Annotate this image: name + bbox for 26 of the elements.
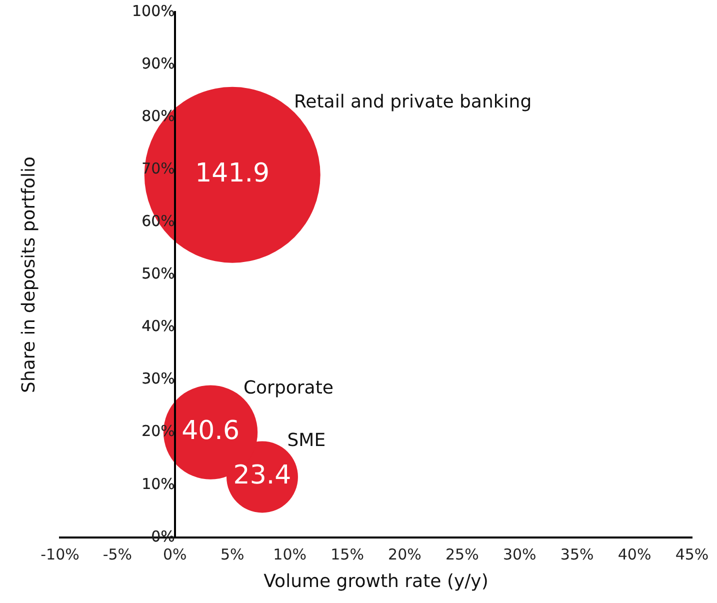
y-axis-title: Share in deposits portfolio bbox=[18, 156, 40, 393]
x-tick-label: 35% bbox=[560, 545, 594, 564]
y-tick-label: 40% bbox=[142, 317, 175, 336]
x-tick-label: 40% bbox=[618, 545, 652, 564]
data-label: 141.9 bbox=[195, 158, 270, 189]
data-label: 23.4 bbox=[233, 460, 292, 491]
y-tick-label: 30% bbox=[142, 370, 175, 388]
x-tick-label: -5% bbox=[102, 545, 132, 564]
x-tick-label: 5% bbox=[220, 545, 244, 564]
x-tick-label: 25% bbox=[446, 545, 479, 564]
y-tick-label: 100% bbox=[132, 2, 175, 20]
x-tick-label: 30% bbox=[502, 545, 536, 564]
x-tick-label: 10% bbox=[273, 545, 306, 564]
data-label: 40.6 bbox=[182, 416, 240, 446]
y-tick-label: 10% bbox=[142, 474, 175, 493]
series-label: Retail and private banking bbox=[294, 91, 532, 112]
y-tick-label: 50% bbox=[142, 264, 175, 283]
x-tick-label: -10% bbox=[40, 545, 80, 564]
y-tick-label: 90% bbox=[142, 54, 175, 72]
series-label: SME bbox=[287, 430, 326, 451]
x-axis-title: Volume growth rate (y/y) bbox=[264, 570, 488, 592]
x-tick-label: 45% bbox=[675, 545, 709, 564]
x-tick-label: 0% bbox=[163, 545, 187, 564]
x-tick-label: 20% bbox=[388, 545, 422, 564]
x-tick-label: 15% bbox=[330, 545, 364, 564]
series-label: Corporate bbox=[243, 377, 334, 398]
